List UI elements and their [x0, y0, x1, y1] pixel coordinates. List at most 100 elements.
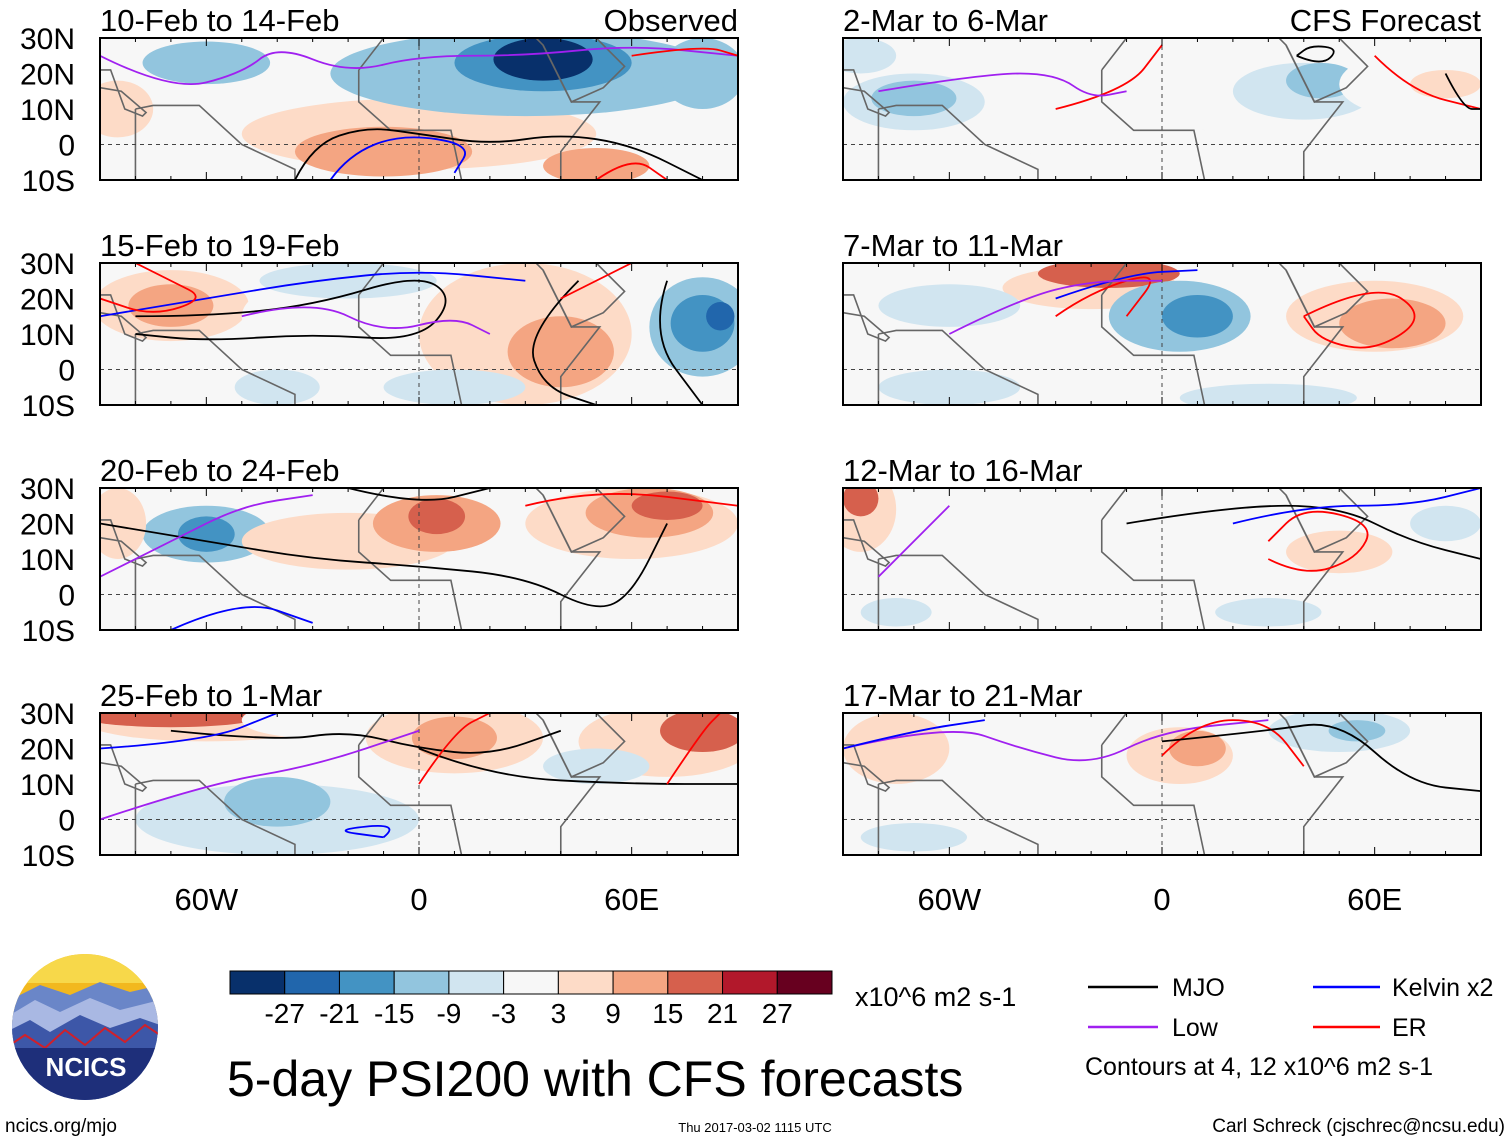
colorbar-swatch [338, 970, 395, 995]
colorbar-swatch [667, 970, 724, 995]
contour-mjo [1296, 45, 1335, 63]
lat-tick-label: 0 [58, 130, 75, 163]
anomaly-negative [1410, 505, 1481, 542]
contour-kelvin [843, 719, 985, 750]
legend-label-er: ER [1392, 1014, 1427, 1042]
contour-er [631, 47, 738, 57]
coastline [877, 329, 1039, 405]
lat-tick-label: 10N [20, 544, 75, 577]
anomaly-negative [1162, 294, 1233, 338]
colorbar-level-label: 9 [605, 998, 621, 1029]
panel-title: 2-Mar to 6-Mar [843, 3, 1048, 38]
anomaly-negative [493, 38, 593, 81]
credit: Carl Schreck (cjschrec@ncsu.edu) [1212, 1116, 1505, 1137]
colorbar-swatch [503, 970, 559, 995]
lat-tick-label: 20N [20, 59, 75, 92]
contour-low [843, 719, 1269, 762]
colorbar-swatch [612, 970, 669, 995]
colorbar-swatch [722, 970, 778, 995]
colorbar-level-label: -3 [491, 998, 516, 1029]
anomaly-negative [259, 263, 437, 299]
coastline [843, 69, 891, 118]
contour-mjo [659, 280, 704, 405]
lat-tick-label: 0 [58, 580, 75, 613]
anomaly-negative [1286, 62, 1357, 99]
anomaly-negative [860, 598, 932, 627]
contour-er [100, 263, 197, 313]
contour-kelvin [344, 825, 391, 839]
coastline [1285, 38, 1369, 103]
contour-low [948, 279, 1162, 335]
anomaly-negative [660, 38, 738, 109]
legend-label-mjo: MJO [1172, 974, 1225, 1002]
coastline [877, 104, 1039, 180]
anomaly-positive [984, 488, 1127, 510]
anomaly-negative [234, 369, 320, 405]
lon-tick-label: 60E [1347, 882, 1402, 917]
map-panel-8: 17-Mar to 21-Mar [842, 678, 1482, 856]
contour-kelvin [170, 606, 313, 630]
panel-title: 20-Feb to 24-Feb [100, 453, 340, 488]
colorbar-level-label: -21 [319, 998, 359, 1029]
contour-er [418, 713, 491, 785]
anomaly-positive [1179, 140, 1357, 180]
contour-er [560, 263, 633, 300]
contour-er [595, 162, 668, 180]
anomaly-positive [100, 713, 260, 728]
anomaly-positive [241, 713, 384, 738]
colorbar-level-label: 27 [762, 998, 793, 1029]
coastline [100, 294, 148, 343]
lat-tick-label: 20N [20, 284, 75, 317]
site-link[interactable]: ncics.org/mjo [5, 1116, 117, 1137]
map-panel-1: 10-Feb to 14-Feb Observed [99, 3, 739, 181]
coastline [542, 713, 626, 778]
coastline [357, 488, 602, 630]
coastline [1285, 488, 1369, 553]
lat-tick-label: 10N [20, 319, 75, 352]
legend-label-low: Low [1172, 1014, 1219, 1042]
panel-title: 12-Mar to 16-Mar [843, 453, 1082, 488]
colorbar-swatch [557, 970, 614, 995]
anomaly-positive [419, 555, 561, 599]
contour-mjo [347, 488, 491, 501]
lat-tick-label: 10S [22, 390, 75, 423]
coastline [1100, 488, 1345, 630]
contour-mjo [135, 279, 447, 341]
anomaly-negative [878, 284, 1021, 327]
contour-er [525, 493, 738, 507]
units-label: x10^6 m2 s-1 [855, 982, 1016, 1012]
lat-tick-label: 0 [58, 355, 75, 388]
colorbar-level-label: -15 [374, 998, 414, 1029]
anomaly-positive [1055, 38, 1198, 85]
coastline [843, 519, 891, 568]
coastline [100, 69, 148, 118]
coastline [100, 744, 148, 793]
contour-er [1303, 291, 1416, 349]
coastline [542, 488, 626, 553]
contour-mjo [170, 729, 562, 754]
contour-low [100, 46, 738, 86]
colorbar-swatch [448, 970, 505, 995]
lat-tick-label: 0 [58, 805, 75, 838]
anomaly-negative [706, 302, 735, 331]
anomaly-negative [224, 776, 331, 827]
anomaly-positive [128, 284, 214, 327]
contour-mjo [1444, 73, 1481, 110]
contour-kelvin [329, 136, 466, 180]
contour-er [1055, 44, 1163, 110]
column-label-observed: Observed [604, 3, 738, 38]
anomaly-positive [843, 488, 879, 517]
anomaly-positive [100, 488, 147, 559]
coastline [357, 713, 602, 855]
lat-tick-label: 10N [20, 94, 75, 127]
colorbar-level-label: 21 [707, 998, 738, 1029]
coastline [1285, 713, 1369, 778]
contour-kelvin [100, 271, 526, 318]
anomaly-positive [408, 498, 466, 535]
legend-label-kelvin: Kelvin x2 [1392, 974, 1493, 1002]
coastline [134, 329, 296, 405]
colorbar-swatch [776, 970, 833, 995]
legend: MJO Kelvin x2 Low ER Contours at 4, 12 x… [1085, 974, 1493, 1081]
contour-mjo [532, 280, 597, 405]
